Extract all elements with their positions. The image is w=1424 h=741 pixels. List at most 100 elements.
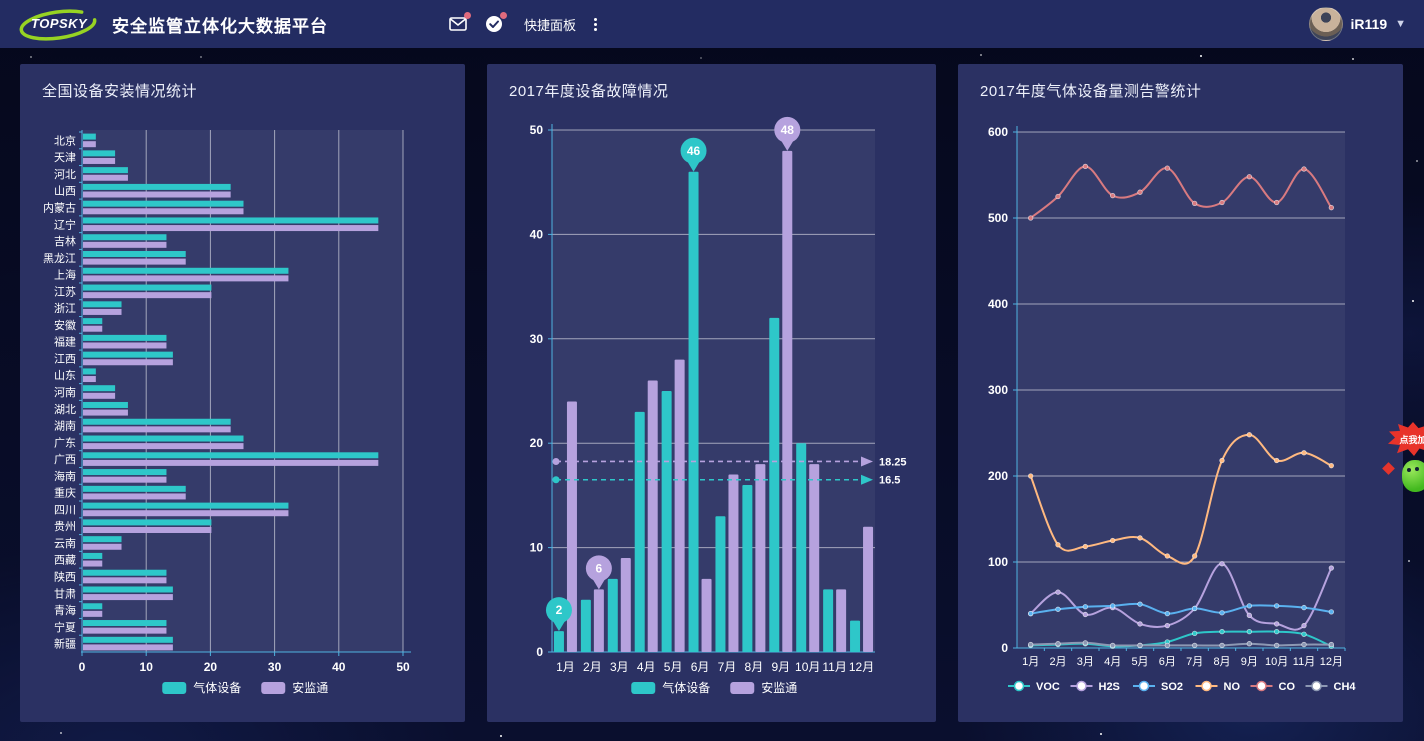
svg-text:500: 500 <box>988 211 1008 225</box>
bar-辽宁-安监通 <box>83 225 379 232</box>
svg-text:0: 0 <box>536 645 543 659</box>
install-bar-chart[interactable]: 0 10 20 30 40 50 北京天津河北山西内蒙古辽宁吉林黑龙江上海江苏浙江安徽福建江… <box>20 64 465 722</box>
bar-安徽-气体设备 <box>83 318 103 325</box>
svg-text:山西: 山西 <box>54 185 76 198</box>
svg-text:黑龙江: 黑龙江 <box>43 252 76 265</box>
svg-text:7月: 7月 <box>1186 656 1203 668</box>
svg-text:江西: 江西 <box>54 352 76 365</box>
svg-text:H2S: H2S <box>1099 681 1120 693</box>
bar-陕西-气体设备 <box>83 569 167 576</box>
bar-天津-气体设备 <box>83 150 116 157</box>
svg-text:50: 50 <box>396 660 410 674</box>
gas-alarm-line-chart[interactable]: 0 100 200 300 400 500 600 1月 2月 3月 4月 5月 6月 7月 8月 9月 10月… <box>958 64 1403 722</box>
chevron-down-icon[interactable]: ▼ <box>1395 18 1406 30</box>
bar-安徽-安监通 <box>83 325 103 332</box>
mail-icon[interactable] <box>448 12 471 34</box>
bar-9月-安监通 <box>782 150 793 652</box>
svg-text:11月: 11月 <box>822 660 846 674</box>
bar-吉林-气体设备 <box>83 234 167 241</box>
todo-badge <box>500 12 507 19</box>
legend-item-SO2[interactable]: SO2 <box>1133 680 1183 693</box>
svg-text:气体设备: 气体设备 <box>662 680 710 695</box>
bar-新疆-气体设备 <box>83 636 173 643</box>
legend-item-安监通[interactable]: 安监通 <box>261 680 328 695</box>
legend-item-H2S[interactable]: H2S <box>1070 680 1120 693</box>
bar-河南-安监通 <box>83 392 116 399</box>
svg-text:辽宁: 辽宁 <box>54 217 76 231</box>
svg-text:湖北: 湖北 <box>54 403 76 416</box>
mascot-widget[interactable]: 点我加 <box>1382 422 1424 492</box>
bar-宁夏-安监通 <box>83 627 167 634</box>
svg-text:46: 46 <box>687 144 701 158</box>
bar-10月-气体设备 <box>796 443 807 652</box>
svg-text:16.5: 16.5 <box>879 475 900 487</box>
bar-天津-安监通 <box>83 157 116 164</box>
legend-item-VOC[interactable]: VOC <box>1008 680 1060 693</box>
legend-item-气体设备[interactable]: 气体设备 <box>162 680 241 695</box>
legend-item-NO[interactable]: NO <box>1195 680 1241 693</box>
bar-3月-安监通 <box>620 558 631 652</box>
bar-浙江-安监通 <box>83 308 122 315</box>
svg-text:300: 300 <box>988 383 1008 397</box>
logo-swoosh-icon <box>19 9 97 41</box>
username[interactable]: iR119 <box>1350 16 1388 32</box>
mail-badge <box>464 12 471 19</box>
svg-text:河北: 河北 <box>54 168 76 181</box>
mascot-bubble[interactable]: 点我加 <box>1388 422 1424 456</box>
bar-吉林-安监通 <box>83 241 167 248</box>
page-title: 安全监管立体化大数据平台 <box>112 16 328 36</box>
topsky-logo[interactable]: TOPSKY <box>18 7 98 41</box>
svg-text:贵州: 贵州 <box>54 520 76 533</box>
svg-text:CO: CO <box>1279 681 1296 693</box>
svg-text:NO: NO <box>1224 681 1241 693</box>
bar-北京-安监通 <box>83 141 96 148</box>
svg-text:青海: 青海 <box>54 603 76 617</box>
bar-新疆-安监通 <box>83 644 173 651</box>
legend-item-CO[interactable]: CO <box>1250 680 1296 693</box>
svg-text:海南: 海南 <box>54 469 76 483</box>
svg-text:12月: 12月 <box>849 660 874 674</box>
bar-四川-安监通 <box>83 510 289 517</box>
avatar[interactable] <box>1308 7 1343 41</box>
svg-text:安监通: 安监通 <box>761 680 797 695</box>
bar-黑龙江-气体设备 <box>83 251 186 258</box>
kebab-menu-icon[interactable] <box>592 16 599 33</box>
svg-text:天津: 天津 <box>54 151 76 164</box>
mascot-bubble-text: 点我加 <box>1399 434 1424 445</box>
bar-贵州-气体设备 <box>83 519 212 526</box>
svg-text:安徽: 安徽 <box>54 318 76 332</box>
mascot-character[interactable] <box>1402 460 1424 492</box>
svg-text:10: 10 <box>530 541 544 555</box>
markpoint-气体设备-min: 2 <box>545 597 572 632</box>
bar-福建-安监通 <box>83 342 167 349</box>
fault-bar-chart[interactable]: 0 10 20 30 40 50 1月 2月 3月 4月 5月 6月 7月 8月 9月 10月 11月 12月 18… <box>487 64 936 722</box>
bar-山东-安监通 <box>83 376 96 383</box>
bar-四川-气体设备 <box>83 502 289 509</box>
todo-check-icon[interactable] <box>484 12 507 34</box>
svg-text:9月: 9月 <box>771 660 790 674</box>
legend-item-气体设备[interactable]: 气体设备 <box>631 680 710 695</box>
svg-text:广东: 广东 <box>54 436 76 449</box>
svg-text:3月: 3月 <box>1077 656 1094 668</box>
bar-2月-安监通 <box>593 589 604 652</box>
quick-panel-button[interactable]: 快捷面板 <box>524 17 577 33</box>
bar-12月-安监通 <box>863 526 874 652</box>
svg-text:50: 50 <box>530 123 544 137</box>
svg-text:0: 0 <box>79 660 86 674</box>
svg-text:30: 30 <box>530 332 544 346</box>
bar-北京-气体设备 <box>83 133 96 140</box>
bar-江西-气体设备 <box>83 351 173 358</box>
panel-install-stats: 全国设备安装情况统计 0 10 20 30 40 50 北京 天津 河北 山西 内蒙古 辽宁 吉林 黑龙江… <box>20 64 465 722</box>
svg-text:4月: 4月 <box>637 660 656 674</box>
legend-item-安监通[interactable]: 安监通 <box>730 680 797 695</box>
svg-text:2月: 2月 <box>583 660 602 674</box>
svg-text:西藏: 西藏 <box>54 554 76 567</box>
chart-title-fault: 2017年度设备故障情况 <box>509 83 669 100</box>
svg-text:5月: 5月 <box>1131 656 1148 668</box>
bar-山西-安监通 <box>83 191 231 198</box>
line-series-NO <box>1028 432 1334 565</box>
markpoint-气体设备-max: 46 <box>680 137 707 172</box>
bar-4月-安监通 <box>647 380 658 652</box>
bar-上海-气体设备 <box>83 267 289 274</box>
legend-item-CH4[interactable]: CH4 <box>1305 680 1357 693</box>
